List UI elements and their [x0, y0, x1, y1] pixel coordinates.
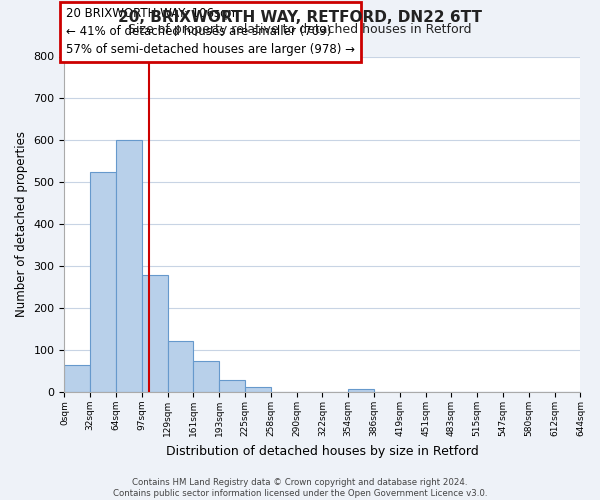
Bar [116, 140, 142, 392]
Bar [245, 387, 271, 392]
Bar [168, 341, 193, 392]
X-axis label: Distribution of detached houses by size in Retford: Distribution of detached houses by size … [166, 444, 479, 458]
Text: 20 BRIXWORTH WAY: 106sqm
← 41% of detached houses are smaller (709)
57% of semi-: 20 BRIXWORTH WAY: 106sqm ← 41% of detach… [66, 8, 355, 56]
Bar [90, 172, 116, 392]
Bar [142, 274, 168, 392]
Text: Size of property relative to detached houses in Retford: Size of property relative to detached ho… [128, 22, 472, 36]
Y-axis label: Number of detached properties: Number of detached properties [15, 132, 28, 318]
Text: 20, BRIXWORTH WAY, RETFORD, DN22 6TT: 20, BRIXWORTH WAY, RETFORD, DN22 6TT [118, 10, 482, 25]
Bar [219, 380, 245, 392]
Bar [193, 360, 219, 392]
Bar [348, 389, 374, 392]
Text: Contains HM Land Registry data © Crown copyright and database right 2024.
Contai: Contains HM Land Registry data © Crown c… [113, 478, 487, 498]
Bar [64, 365, 90, 392]
